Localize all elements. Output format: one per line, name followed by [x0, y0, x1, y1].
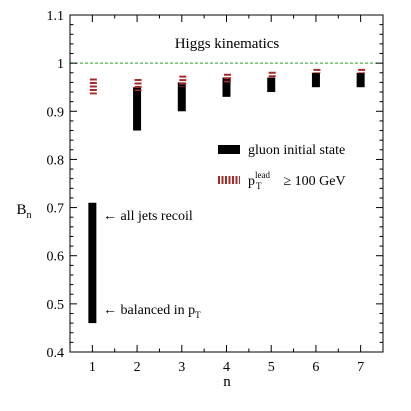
- y-tick-label: 0.5: [47, 298, 65, 313]
- chart-title: Higgs kinematics: [175, 36, 280, 52]
- y-axis-label-sub: n: [27, 210, 32, 221]
- bar-gluon-n6: [311, 72, 320, 88]
- x-tick-label: 1: [89, 360, 96, 375]
- bar-gluon-n7: [356, 72, 365, 88]
- annotation-balanced-in-pt: ← balanced in pT: [103, 303, 201, 320]
- bar-gluon-n3: [177, 82, 186, 112]
- annotation-balanced-sub: T: [195, 310, 201, 320]
- y-tick-label: 1.1: [47, 9, 65, 24]
- bar-gluon-n1: [88, 202, 97, 324]
- plot-area: 0.4 0.5 0.6 0.7 0.8 0.9 1 1.1 1 2 3 4 5 6 7: [47, 9, 384, 375]
- x-tick-label: 5: [268, 360, 275, 375]
- y-tick-label: 0.7: [47, 202, 65, 217]
- y-tick-label: 0.6: [47, 250, 65, 265]
- y-axis-label-main: B: [16, 202, 26, 218]
- x-tick-label: 2: [134, 360, 141, 375]
- x-tick-label: 4: [223, 360, 230, 375]
- annotation-balanced-main: ← balanced in p: [103, 303, 195, 318]
- y-axis-label: Bn: [16, 202, 31, 221]
- y-tick-label: 0.9: [47, 105, 65, 120]
- bar-gluon-n4: [222, 77, 231, 97]
- legend-ptlead-sup: lead: [255, 170, 270, 180]
- x-tick-label: 3: [178, 360, 185, 375]
- legend-ptlead-rest: ≥ 100 GeV: [280, 174, 346, 189]
- x-tick-label: 7: [357, 360, 364, 375]
- bar-gluon-n5: [267, 77, 276, 93]
- legend-swatch-gluon: [218, 145, 240, 154]
- legend-ptlead-p: p: [248, 174, 255, 189]
- annotation-all-jets-recoil: ← all jets recoil: [103, 209, 193, 224]
- y-tick-label: 0.4: [47, 346, 65, 361]
- legend-label-ptlead: plead T ≥ 100 GeV: [248, 170, 346, 191]
- x-axis-label: n: [223, 374, 231, 390]
- legend: gluon initial state plead T ≥ 100 GeV: [218, 143, 346, 191]
- legend-label-gluon: gluon initial state: [248, 143, 345, 158]
- legend-ptlead-sub: T: [256, 181, 262, 191]
- y-tick-label: 1: [57, 57, 64, 72]
- y-tick-label: 0.8: [47, 153, 65, 168]
- x-tick-label: 6: [312, 360, 319, 375]
- bar-gluon-n2: [133, 87, 142, 131]
